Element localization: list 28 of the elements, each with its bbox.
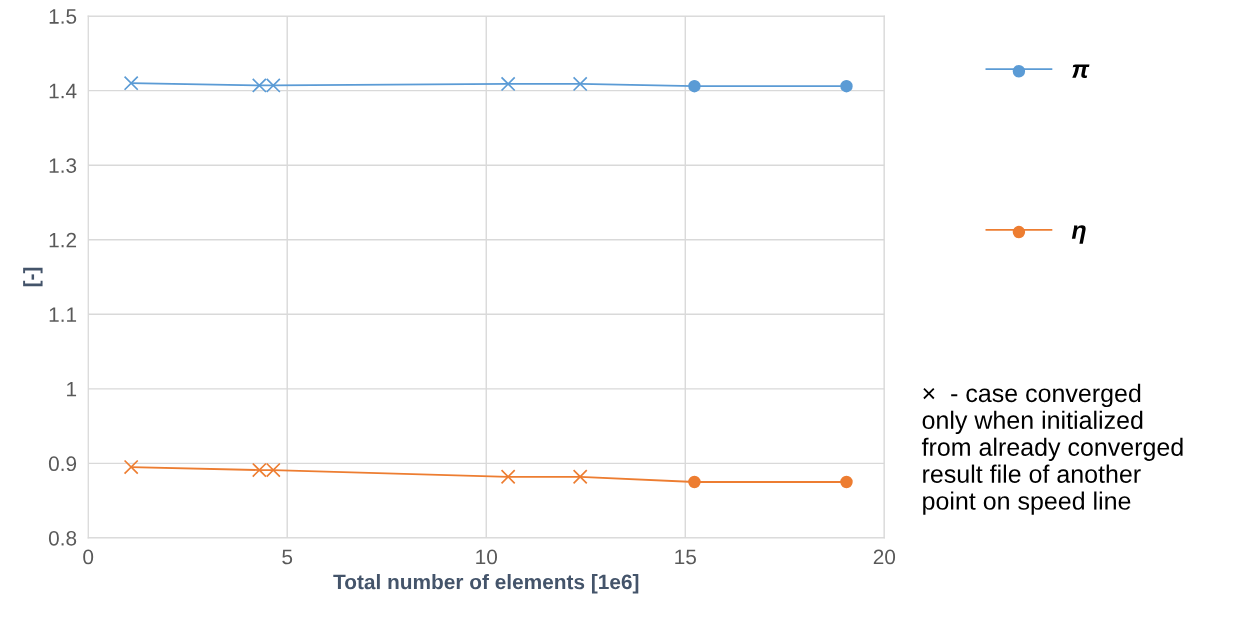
x-tick-label: 10 — [476, 549, 498, 565]
legend-label: η — [1071, 225, 1086, 244]
text: × - case converged only when initialized from already converged result file of another point on speed line — [921, 383, 1183, 515]
x-tick-label: 15 — [675, 549, 696, 565]
point — [500, 76, 516, 92]
x-tick-label: 20 — [873, 549, 896, 565]
point — [572, 469, 588, 485]
y-tick-label: 1.4 — [49, 83, 77, 99]
y-tick-label: 1.5 — [49, 9, 77, 24]
y-tick-label: 0.9 — [48, 456, 77, 472]
point — [840, 475, 853, 489]
x-tick-label: 0 — [83, 549, 94, 565]
y-tick-label: 1.2 — [49, 232, 77, 248]
point — [123, 459, 139, 475]
y-axis-title: [-] — [23, 267, 43, 287]
point — [840, 79, 853, 93]
x-tick-label: 5 — [282, 549, 293, 565]
point — [688, 475, 701, 489]
point — [572, 76, 588, 92]
point — [688, 79, 701, 93]
y-tick-label: 1 — [67, 382, 77, 397]
y-tick-label: 1.1 — [49, 307, 77, 322]
legend-label: π — [1072, 64, 1090, 79]
y-tick-label: 1.3 — [49, 158, 77, 173]
x-axis-title: Total number of elements [1e6] — [333, 574, 639, 594]
y-tick-label: 0.8 — [48, 530, 77, 546]
point — [123, 75, 139, 91]
point — [500, 469, 516, 485]
